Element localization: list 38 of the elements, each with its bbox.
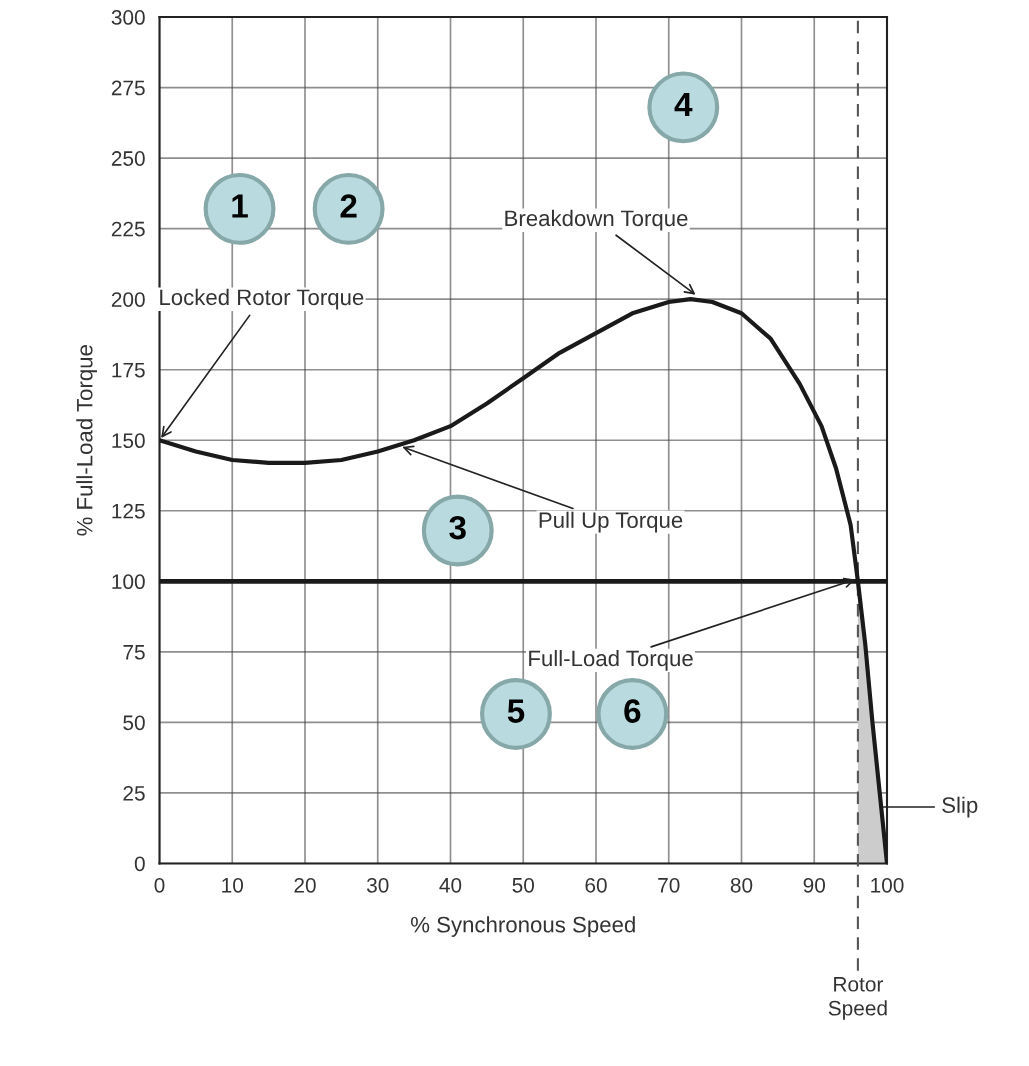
x-tick-label: 30	[366, 877, 389, 893]
x-tick-label: 80	[730, 877, 753, 893]
x-axis-title: % Synchronous Speed	[411, 916, 635, 937]
y-axis-title: % Full-Load Torque	[76, 345, 97, 536]
y-tick-label: 50	[123, 715, 145, 731]
y-tick-label: 300	[111, 10, 145, 25]
y-tick-label: 75	[123, 645, 145, 660]
y-tick-label: 200	[111, 292, 145, 307]
y-tick-label: 0	[134, 856, 145, 872]
annotation: 6	[624, 699, 641, 723]
annotation: 5	[507, 699, 525, 723]
x-tick-label: 60	[585, 877, 607, 893]
annotation: Full-Load Torque	[529, 649, 693, 671]
annotation: 2	[340, 194, 357, 218]
annotation: Pull Up Torque	[539, 511, 683, 533]
x-tick-label: 10	[222, 877, 244, 893]
y-tick-label: 150	[112, 433, 145, 449]
x-tick-label: 100	[871, 877, 904, 893]
y-tick-label: 100	[112, 574, 145, 590]
x-tick-label: 70	[658, 877, 680, 893]
annotation: Breakdown Torque	[505, 209, 688, 231]
annotation: 3	[449, 515, 466, 540]
x-tick-label: 40	[439, 877, 462, 893]
y-tick-label: 175	[112, 362, 145, 378]
x-tick-label: 0	[154, 877, 165, 893]
y-tick-label: 250	[111, 151, 145, 166]
y-tick-label: 125	[112, 503, 145, 519]
ref-line-label: Rotor Speed	[828, 977, 887, 1020]
annotation: Slip	[942, 796, 978, 818]
x-tick-label: 20	[294, 877, 316, 893]
y-tick-label: 25	[123, 785, 145, 801]
annotation: 4	[674, 93, 693, 116]
x-tick-label: 90	[803, 877, 826, 893]
annotation: Locked Rotor Torque	[160, 288, 364, 310]
y-tick-label: 275	[111, 80, 145, 96]
x-tick-label: 50	[512, 877, 535, 893]
annotation: 1	[232, 194, 248, 218]
y-tick-label: 225	[111, 221, 145, 237]
